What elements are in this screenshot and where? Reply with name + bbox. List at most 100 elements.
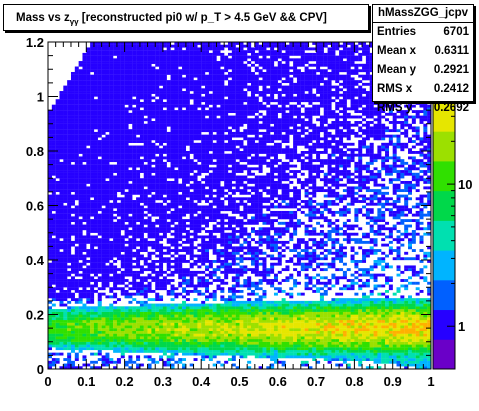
heatmap-cell [170,330,175,334]
heatmap-cell [228,175,232,179]
heatmap-cell [182,170,187,173]
heatmap-cell [143,80,148,84]
heatmap-cell [59,322,64,326]
heatmap-cell [185,71,190,75]
heatmap-cell [231,254,236,258]
heatmap-cell [143,99,148,103]
heatmap-cell [174,319,179,323]
heatmap-cell [120,333,125,337]
heatmap-cell [231,82,236,86]
heatmap-cell [109,221,114,225]
heatmap-cell [182,153,187,157]
heatmap-cell [216,352,221,356]
heatmap-cell [216,71,221,75]
heatmap-cell [162,311,167,315]
heatmap-cell [228,161,232,165]
heatmap-cell [63,213,68,217]
heatmap-cell [205,123,210,127]
heatmap-cell [101,82,106,86]
heatmap-cell [162,287,167,291]
heatmap-cell [193,151,198,154]
heatmap-cell [189,197,194,201]
heatmap-cell [59,339,64,342]
heatmap-cell [174,210,179,214]
heatmap-cell [201,227,206,231]
heatmap-cell [155,344,160,348]
heatmap-cell [166,240,171,244]
heatmap-cell [151,180,156,184]
heatmap-cell [97,148,102,152]
heatmap-cell [220,303,225,307]
heatmap-cell [116,164,121,168]
heatmap-cell [116,221,121,225]
heatmap-cell [124,142,129,146]
heatmap-cell [155,170,160,173]
heatmap-cell [109,243,114,247]
heatmap-cell [212,330,217,334]
heatmap-cell [67,126,72,130]
heatmap-cell [159,189,164,193]
heatmap-cell [70,71,75,75]
heatmap-cell [174,142,179,146]
heatmap-cell [78,85,83,89]
heatmap-cell [155,260,160,263]
heatmap-cell [170,317,175,321]
heatmap-cell [78,265,83,269]
heatmap-cell [128,254,133,258]
heatmap-cell [185,230,190,233]
heatmap-cell [170,197,175,201]
heatmap-cell [128,93,133,97]
heatmap-cell [189,344,194,348]
heatmap-cell [147,101,152,105]
heatmap-cell [212,208,217,212]
heatmap-cell [182,183,187,187]
heatmap-cell [155,145,160,149]
heatmap-cell [182,208,187,212]
heatmap-cell [201,107,206,111]
heatmap-cell [143,47,148,51]
heatmap-cell [113,347,118,351]
heatmap-cell [132,55,137,59]
heatmap-cell [120,99,125,103]
heatmap-cell [220,235,225,239]
heatmap-cell [139,170,144,173]
heatmap-cell [74,104,79,108]
heatmap-cell [70,339,75,342]
heatmap-cell [97,52,102,56]
heatmap-cell [151,175,156,179]
heatmap-cell [90,186,95,190]
heatmap-cell [74,74,79,78]
heatmap-cell [82,238,87,242]
heatmap-cell [86,344,91,348]
heatmap-cell [189,319,194,323]
heatmap-cell [220,110,225,114]
heatmap-cell [139,284,144,288]
heatmap-cell [116,110,121,114]
heatmap-cell [113,314,118,318]
heatmap-cell [97,126,102,130]
heatmap-cell [132,93,137,97]
heatmap-cell [147,74,152,78]
heatmap-cell [109,339,114,342]
heatmap-cell [109,140,114,143]
heatmap-cell [178,347,183,351]
heatmap-cell [151,325,156,329]
heatmap-cell [128,295,133,299]
heatmap-cell [86,82,91,86]
heatmap-cell [59,208,64,212]
heatmap-cell [143,279,148,282]
heatmap-cell [216,189,221,193]
heatmap-cell [159,42,164,45]
heatmap-cell [124,254,129,258]
heatmap-cell [185,58,190,62]
heatmap-cell [86,213,91,217]
heatmap-cell [67,140,72,143]
heatmap-cell [90,268,95,272]
heatmap-cell [139,52,144,56]
heatmap-cell [78,115,83,119]
heatmap-cell [86,317,91,321]
heatmap-cell [105,194,110,198]
heatmap-cell [143,295,148,299]
heatmap-cell [228,262,232,266]
heatmap-cell [101,50,106,54]
